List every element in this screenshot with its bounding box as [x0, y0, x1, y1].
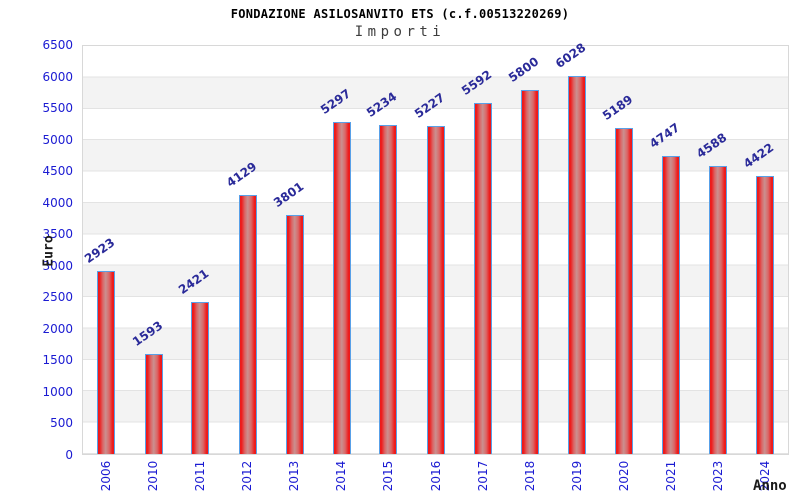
x-tick-label: 2017 — [475, 460, 490, 492]
x-tick-label: 2023 — [711, 460, 726, 492]
bar — [708, 166, 727, 454]
y-tick-label: 2500 — [42, 290, 73, 305]
bar — [755, 176, 774, 454]
bar — [144, 354, 163, 454]
bar-value-label: 5800 — [505, 54, 541, 85]
chart-subtitle: Importi — [354, 24, 446, 40]
x-tick-label: 2010 — [145, 460, 160, 492]
bar — [520, 89, 539, 454]
y-tick-label: 4000 — [42, 195, 73, 210]
bar-value-label: 5592 — [458, 67, 494, 98]
bar-value-label: 1593 — [129, 318, 165, 350]
y-tick-label: 1000 — [42, 384, 73, 399]
bar-value-label: 6028 — [552, 40, 588, 71]
bar-value-label: 4129 — [223, 159, 259, 190]
y-tick-label: 0 — [65, 448, 73, 462]
bar-value-label: 2421 — [176, 266, 212, 298]
y-tick-label: 5000 — [42, 132, 73, 147]
x-tick-label: 2013 — [287, 460, 302, 492]
bar — [285, 215, 304, 454]
bar — [473, 103, 492, 454]
x-tick-label: 2018 — [522, 460, 537, 492]
y-tick-label: 3500 — [42, 227, 73, 242]
x-tick-label: 2011 — [192, 460, 207, 492]
bar-value-label: 5297 — [317, 85, 353, 117]
bar — [567, 75, 586, 454]
y-tick-label: 6000 — [42, 69, 73, 84]
chart-title: FONDAZIONE ASILOSANVITO ETS (c.f.0051322… — [230, 7, 570, 21]
y-tick-label: 500 — [50, 416, 73, 431]
bar — [191, 302, 210, 454]
x-tick-label: 2020 — [617, 460, 632, 492]
x-tick-label: 2014 — [334, 460, 349, 492]
bar — [238, 194, 257, 454]
bar — [426, 125, 445, 454]
y-tick-label: 6500 — [42, 38, 73, 52]
x-axis-title: Anno — [753, 478, 787, 494]
bar — [379, 125, 398, 454]
bar — [332, 121, 351, 454]
y-tick-label: 4500 — [42, 164, 73, 179]
y-tick-label: 2000 — [42, 321, 73, 336]
bar — [614, 128, 633, 454]
bar-value-label: 4588 — [693, 130, 729, 162]
bar-value-label: 3801 — [270, 179, 306, 211]
bar-value-label: 5227 — [411, 90, 447, 121]
y-axis-title: Euro — [41, 235, 57, 267]
x-tick-label: 2019 — [569, 460, 584, 492]
bar-value-label: 5234 — [364, 89, 400, 121]
y-tick-label: 1500 — [42, 353, 73, 368]
bar-value-label: 2923 — [82, 234, 118, 266]
y-tick-label: 5500 — [42, 101, 73, 116]
bar-value-label: 4422 — [740, 140, 776, 172]
bar-value-label: 4747 — [646, 120, 682, 152]
bar — [97, 270, 116, 454]
y-tick-label: 3000 — [42, 258, 73, 273]
bar — [661, 156, 680, 454]
x-tick-label: 2012 — [239, 460, 254, 492]
bar-value-label: 5189 — [599, 92, 635, 124]
x-tick-label: 2021 — [664, 460, 679, 492]
x-tick-label: 2015 — [381, 460, 396, 492]
x-tick-label: 2016 — [428, 460, 443, 492]
plot-area: 2923 1593 2421 4129 3801 5297 5234 5227 5592 5800… — [82, 40, 789, 455]
x-tick-label: 2006 — [98, 460, 113, 492]
